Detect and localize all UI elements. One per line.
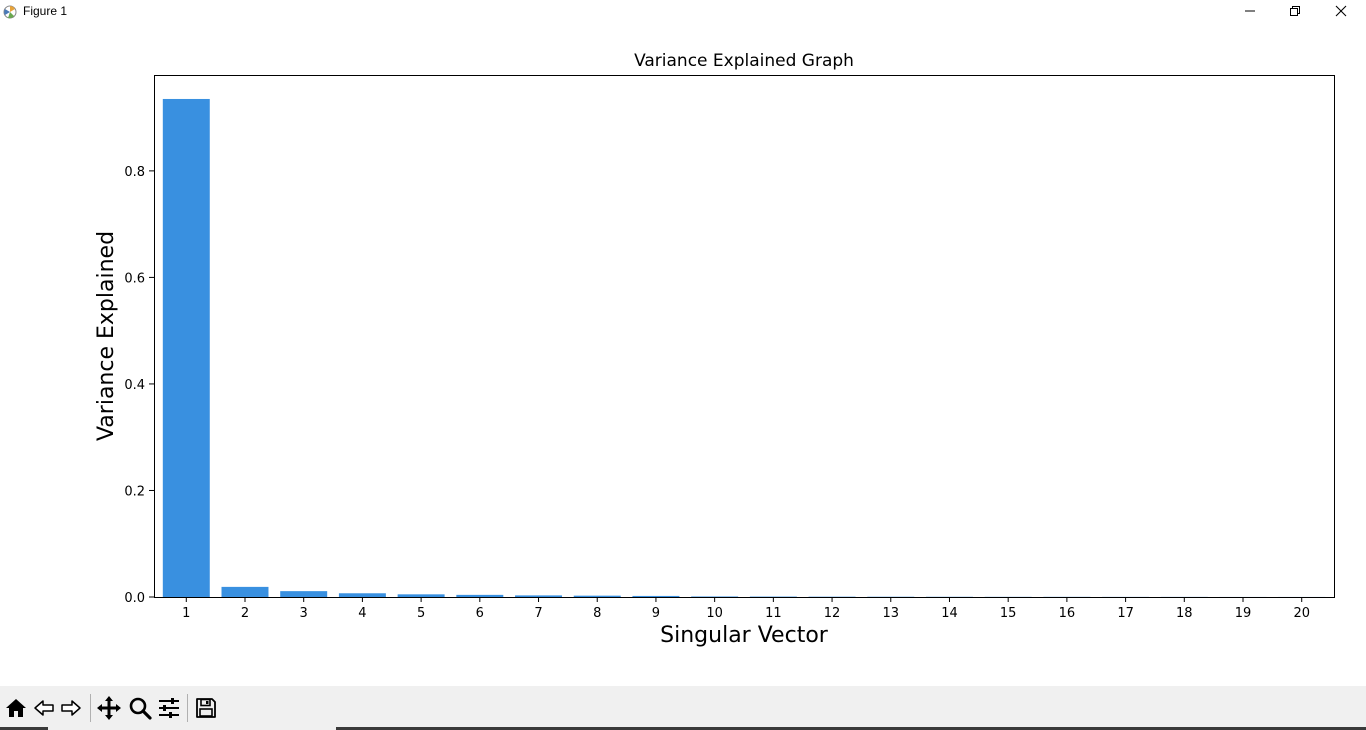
x-tick-label: 4: [358, 606, 366, 621]
x-tick-label: 17: [1117, 606, 1134, 621]
home-icon: [6, 699, 26, 717]
configure-subplots-icon: [159, 698, 179, 718]
close-button[interactable]: [1318, 0, 1364, 22]
forward-button[interactable]: [57, 694, 85, 722]
restore-icon: [1290, 6, 1300, 16]
y-axis-label: Variance Explained: [94, 231, 119, 441]
x-tick-label: 6: [476, 606, 484, 621]
save-button[interactable]: [192, 694, 220, 722]
bar-10: [691, 596, 739, 597]
axes-frame: [154, 75, 1335, 598]
navigation-toolbar: [0, 686, 1366, 730]
x-tick-label: 11: [765, 606, 782, 621]
bar-3: [280, 591, 328, 597]
x-tick-label: 1: [182, 606, 190, 621]
x-tick-label: 15: [1000, 606, 1017, 621]
zoom-icon: [129, 697, 152, 720]
toolbar-separator: [90, 694, 91, 722]
figure-canvas[interactable]: Variance Explained Graph 0.0 0.2 0.4 0.6 0.8…: [0, 24, 1366, 686]
minimize-icon: [1245, 10, 1255, 12]
x-tick-label: 13: [882, 606, 899, 621]
x-tick-label: 5: [417, 606, 425, 621]
close-icon: [1335, 5, 1347, 17]
x-axis-ticks: 1 2 3 4 5 6 7 8 9 10 11 12 13 14 15 16 17 18 19 20: [182, 597, 1310, 621]
zoom-button[interactable]: [126, 694, 154, 722]
home-button[interactable]: [2, 694, 30, 722]
x-tick-label: 8: [593, 606, 601, 621]
x-tick-label: 3: [300, 606, 308, 621]
y-tick-label: 0.6: [124, 271, 145, 286]
y-tick-label: 0.0: [124, 591, 145, 606]
bar-6: [456, 594, 504, 597]
toolbar-separator: [187, 694, 188, 722]
bar-chart: Variance Explained Graph 0.0 0.2 0.4 0.6 0.8…: [94, 51, 1335, 648]
matplotlib-app-icon: [3, 5, 17, 19]
bars-group: [162, 98, 1326, 597]
bar-8: [573, 595, 621, 597]
y-tick-label: 0.4: [124, 378, 145, 393]
restore-button[interactable]: [1272, 0, 1318, 22]
x-axis-label: Singular Vector: [660, 623, 829, 648]
taskbar-edge: [336, 727, 1366, 730]
x-tick-label: 14: [941, 606, 958, 621]
x-tick-label: 19: [1235, 606, 1252, 621]
y-tick-label: 0.2: [124, 484, 145, 499]
y-axis-ticks: 0.0 0.2 0.4 0.6 0.8: [124, 165, 154, 606]
bar-5: [397, 594, 445, 597]
window-title: Figure 1: [23, 4, 68, 18]
x-tick-label: 20: [1293, 606, 1310, 621]
pan-button[interactable]: [95, 694, 123, 722]
bar-4: [338, 593, 386, 597]
x-tick-label: 16: [1059, 606, 1076, 621]
bar-2: [221, 586, 269, 597]
x-tick-label: 12: [824, 606, 841, 621]
chart-title: Variance Explained Graph: [634, 51, 854, 71]
window-titlebar: Figure 1: [0, 0, 1366, 24]
bar-7: [515, 595, 563, 597]
pan-icon: [97, 696, 121, 720]
minimize-button[interactable]: [1227, 0, 1273, 22]
bar-9: [632, 595, 680, 597]
save-icon: [196, 698, 216, 718]
x-tick-label: 2: [241, 606, 249, 621]
y-tick-label: 0.8: [124, 165, 145, 180]
configure-subplots-button[interactable]: [155, 694, 183, 722]
forward-icon: [61, 700, 81, 716]
back-icon: [34, 700, 54, 716]
back-button[interactable]: [30, 694, 58, 722]
x-tick-label: 10: [706, 606, 723, 621]
x-tick-label: 7: [534, 606, 542, 621]
bar-1: [162, 98, 210, 597]
x-tick-label: 9: [652, 606, 660, 621]
taskbar-edge: [0, 727, 48, 730]
x-tick-label: 18: [1176, 606, 1193, 621]
